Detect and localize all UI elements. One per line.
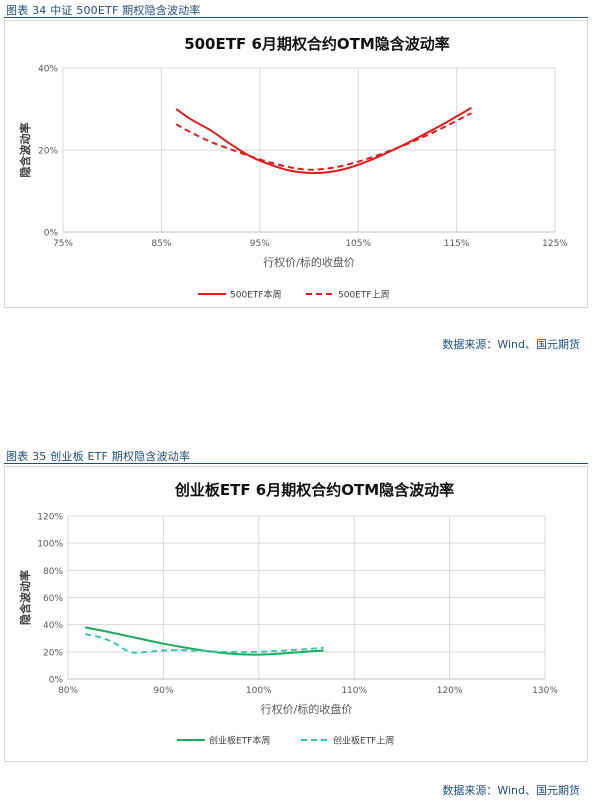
caption-rule <box>4 17 588 18</box>
data-source: 数据来源：Wind、国元期货 <box>442 784 580 797</box>
x-tick-label: 105% <box>345 239 371 249</box>
iv-chart-chinext-etf: 创业板ETF 6月期权合约OTM隐含波动率 0% 20% 40% 60% 80% 100% 1… <box>18 481 558 747</box>
x-tick-label: 125% <box>542 239 568 249</box>
y-tick-label: 0% <box>44 229 59 239</box>
caption-rule <box>4 463 588 464</box>
x-tick-label: 100% <box>246 686 272 696</box>
y-tick-label: 60% <box>43 594 63 604</box>
chart-title: 500ETF 6月期权合约OTM隐含波动率 <box>184 35 450 53</box>
legend-label: 500ETF上周 <box>338 290 390 301</box>
y-tick-label: 40% <box>38 65 58 75</box>
y-tick-label: 100% <box>37 540 63 550</box>
x-tick-label: 130% <box>532 686 558 696</box>
x-tick-label: 110% <box>341 686 367 696</box>
x-tick-label: 80% <box>58 686 78 696</box>
x-tick-label: 115% <box>444 239 470 249</box>
series-line-2 <box>85 633 324 654</box>
x-tick-label: 85% <box>151 239 171 249</box>
y-tick-label: 0% <box>49 676 64 686</box>
chart-title: 创业板ETF 6月期权合约OTM隐含波动率 <box>174 481 454 499</box>
x-tick-label: 90% <box>153 686 173 696</box>
x-axis-label: 行权价/标的收盘价 <box>263 255 355 269</box>
y-axis-label: 隐含波动率 <box>18 570 32 625</box>
chart-panel: 创业板ETF 6月期权合约OTM隐含波动率 0% 20% 40% 60% 80% 100% 1… <box>4 466 588 762</box>
y-tick-label: 40% <box>43 621 63 631</box>
figure-caption: 图表 35 创业板 ETF 期权隐含波动率 <box>6 450 191 463</box>
data-source: 数据来源：Wind、国元期货 <box>442 338 580 351</box>
x-tick-label: 95% <box>250 239 270 249</box>
x-tick-label: 120% <box>437 686 463 696</box>
legend-label: 创业板ETF上周 <box>333 735 394 747</box>
figure-caption: 图表 34 中证 500ETF 期权隐含波动率 <box>6 4 201 17</box>
y-tick-label: 120% <box>37 513 63 523</box>
iv-chart-500etf: 500ETF 6月期权合约OTM隐含波动率 0% 20% 40% 75% 85% 95% 10… <box>18 35 568 301</box>
y-tick-label: 20% <box>43 648 63 658</box>
x-tick-label: 75% <box>53 239 73 249</box>
legend-label: 创业板ETF本周 <box>209 735 270 747</box>
series-line-2 <box>175 112 472 171</box>
legend-label: 500ETF本周 <box>230 289 282 301</box>
chart-panel: 500ETF 6月期权合约OTM隐含波动率 0% 20% 40% 75% 85% 95% 10… <box>4 20 588 308</box>
y-tick-label: 80% <box>43 567 63 577</box>
x-axis-label: 行权价/标的收盘价 <box>261 702 353 716</box>
series-line-1 <box>175 106 472 175</box>
y-axis-label: 隐含波动率 <box>18 123 32 178</box>
y-tick-label: 20% <box>38 147 58 157</box>
